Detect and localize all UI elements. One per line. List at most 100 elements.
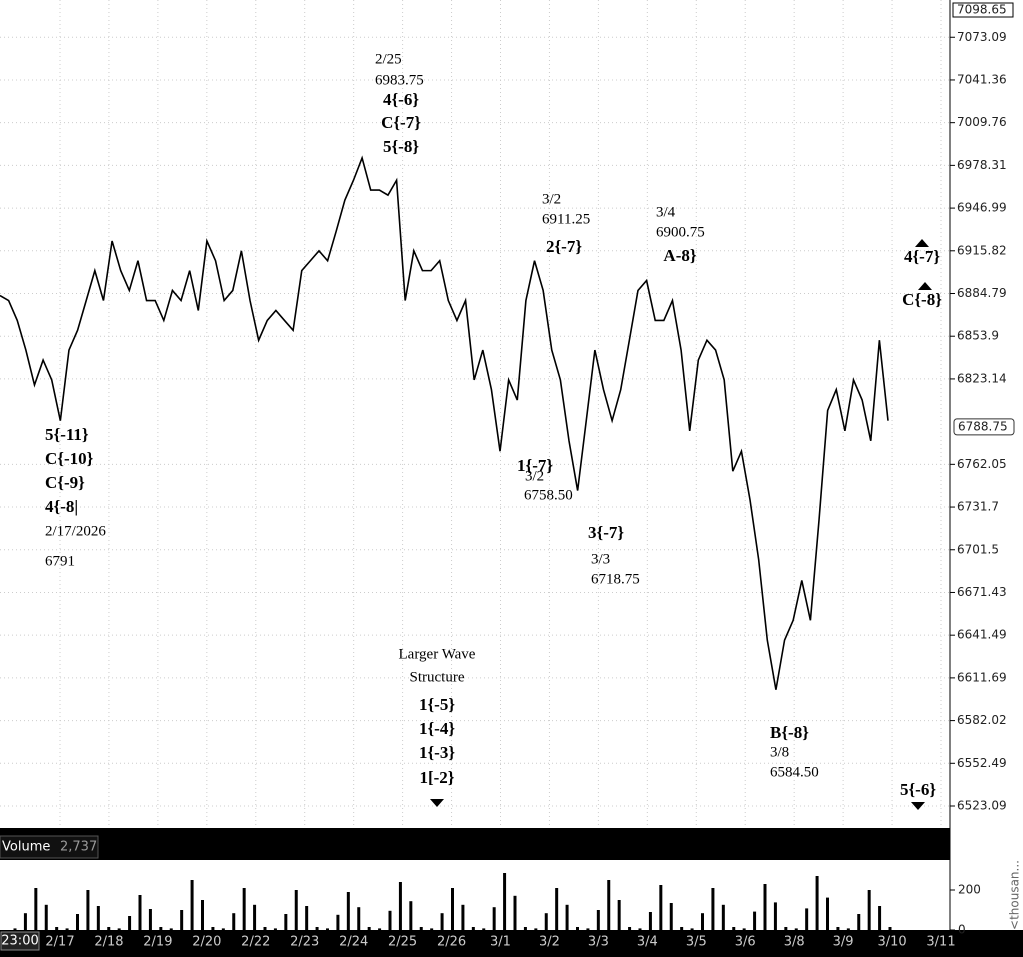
volume-bar xyxy=(742,928,746,930)
y-tick-label: 6978.31 xyxy=(957,158,1007,172)
volume-bar xyxy=(701,913,704,930)
volume-bar xyxy=(273,928,277,930)
volume-bar xyxy=(492,907,496,930)
x-tick-label: 3/4 xyxy=(637,935,658,950)
volume-bar xyxy=(471,927,475,930)
y-tick-label: 7041.36 xyxy=(957,72,1007,86)
time-label: 23:00 xyxy=(1,934,38,949)
volume-bar xyxy=(305,906,309,930)
volume-bar xyxy=(576,927,579,930)
volume-bar xyxy=(690,928,694,930)
x-tick-label: 2/19 xyxy=(143,935,172,950)
wave-label: 4{-6} xyxy=(383,90,419,109)
volume-readout: 2,737 xyxy=(60,840,97,855)
volume-bar xyxy=(878,906,882,930)
y-tick-label: 7009.76 xyxy=(957,115,1007,129)
wave-label: 1{-5} xyxy=(419,695,455,714)
volume-bar xyxy=(253,904,257,930)
wave-label: 4{-7} xyxy=(904,247,940,266)
volume-bar xyxy=(346,892,350,930)
wave-label: 1{-7} xyxy=(517,456,553,475)
volume-bar xyxy=(648,912,652,930)
annotation-text: 6911.25 xyxy=(542,211,590,227)
volume-bar xyxy=(461,904,465,930)
y-tick-label: 6884.79 xyxy=(957,286,1007,300)
volume-bar xyxy=(846,928,850,930)
volume-bar xyxy=(128,916,132,930)
volume-bar xyxy=(13,928,17,930)
volume-bar xyxy=(721,904,725,930)
volume-bar xyxy=(107,927,111,930)
volume-bar xyxy=(190,880,194,930)
annotation-text: 6791 xyxy=(45,553,75,569)
wave-label: C{-7} xyxy=(381,113,421,132)
volume-bar xyxy=(565,904,569,930)
volume-bar xyxy=(503,873,507,930)
volume-bar xyxy=(148,909,152,930)
panel-separator xyxy=(0,828,950,860)
x-tick-label: 3/2 xyxy=(539,935,560,950)
volume-bar xyxy=(711,888,715,930)
annotation-text: 6718.75 xyxy=(591,571,640,587)
volume-bar xyxy=(44,904,48,930)
volume-bar xyxy=(805,908,809,930)
down-arrow xyxy=(430,799,444,807)
wave-label: C{-10} xyxy=(45,449,94,468)
volume-bar xyxy=(482,928,486,930)
volume-bar xyxy=(315,927,319,930)
x-tick-label: 3/9 xyxy=(833,935,854,950)
volume-bar xyxy=(55,927,59,930)
y-tick-label: 6582.02 xyxy=(957,713,1007,727)
y-tick-label: 6552.49 xyxy=(957,756,1007,770)
volume-bar xyxy=(430,928,434,930)
y-tick-label: 200 xyxy=(958,883,981,897)
volume-bar xyxy=(888,927,892,930)
annotation-text: 3/4 xyxy=(656,204,676,220)
price-line xyxy=(0,155,889,690)
volume-bar xyxy=(34,888,38,930)
y-tick-label: 0 xyxy=(958,923,966,937)
volume-bar xyxy=(180,910,184,930)
x-tick-label: 2/22 xyxy=(241,935,270,950)
annotation-text: 6983.75 xyxy=(375,72,424,88)
y-tick-label: 6823.14 xyxy=(957,371,1007,385)
wave-label: B{-8} xyxy=(770,723,809,742)
volume-bar xyxy=(284,914,288,930)
wave-label: A-8} xyxy=(663,246,696,265)
y-tick-label: 6671.43 xyxy=(957,585,1007,599)
volume-bar xyxy=(773,902,777,930)
volume-bar xyxy=(523,927,527,930)
wave-label: 5{-11} xyxy=(45,425,89,444)
volume-bar xyxy=(763,884,767,930)
x-tick-label: 2/17 xyxy=(45,935,74,950)
volume-bar xyxy=(607,880,611,930)
y-tick-label: 6731.7 xyxy=(957,500,999,514)
volume-axis-label: <thousan... xyxy=(1008,860,1022,930)
volume-bar xyxy=(65,928,69,930)
annotation-text: 6900.75 xyxy=(656,224,705,240)
volume-title: Volume xyxy=(2,840,50,855)
volume-bar xyxy=(326,928,329,930)
volume-bar xyxy=(388,910,392,930)
volume-bar xyxy=(732,927,736,930)
wave-label: 1[-2} xyxy=(419,768,454,787)
up-arrow xyxy=(918,282,932,290)
volume-bar xyxy=(378,928,382,930)
x-tick-label: 3/6 xyxy=(735,935,756,950)
y-tick-label: 6915.82 xyxy=(957,243,1007,257)
x-tick-label: 2/18 xyxy=(94,935,123,950)
annotation-text: 3/8 xyxy=(770,744,789,760)
wave-label: C{-8} xyxy=(902,290,942,309)
annotation-text: 2/25 xyxy=(375,51,402,67)
y-tick-label: 6853.9 xyxy=(957,329,999,343)
x-tick-label: 3/5 xyxy=(686,935,707,950)
y-tick-label: 6946.99 xyxy=(957,201,1007,215)
volume-bar xyxy=(857,914,861,930)
volume-bar xyxy=(836,927,840,930)
volume-bar xyxy=(596,910,600,930)
volume-bar xyxy=(211,927,215,930)
annotation-text: 3/2 xyxy=(525,468,544,484)
volume-bar xyxy=(784,927,788,930)
down-arrow xyxy=(911,802,925,810)
